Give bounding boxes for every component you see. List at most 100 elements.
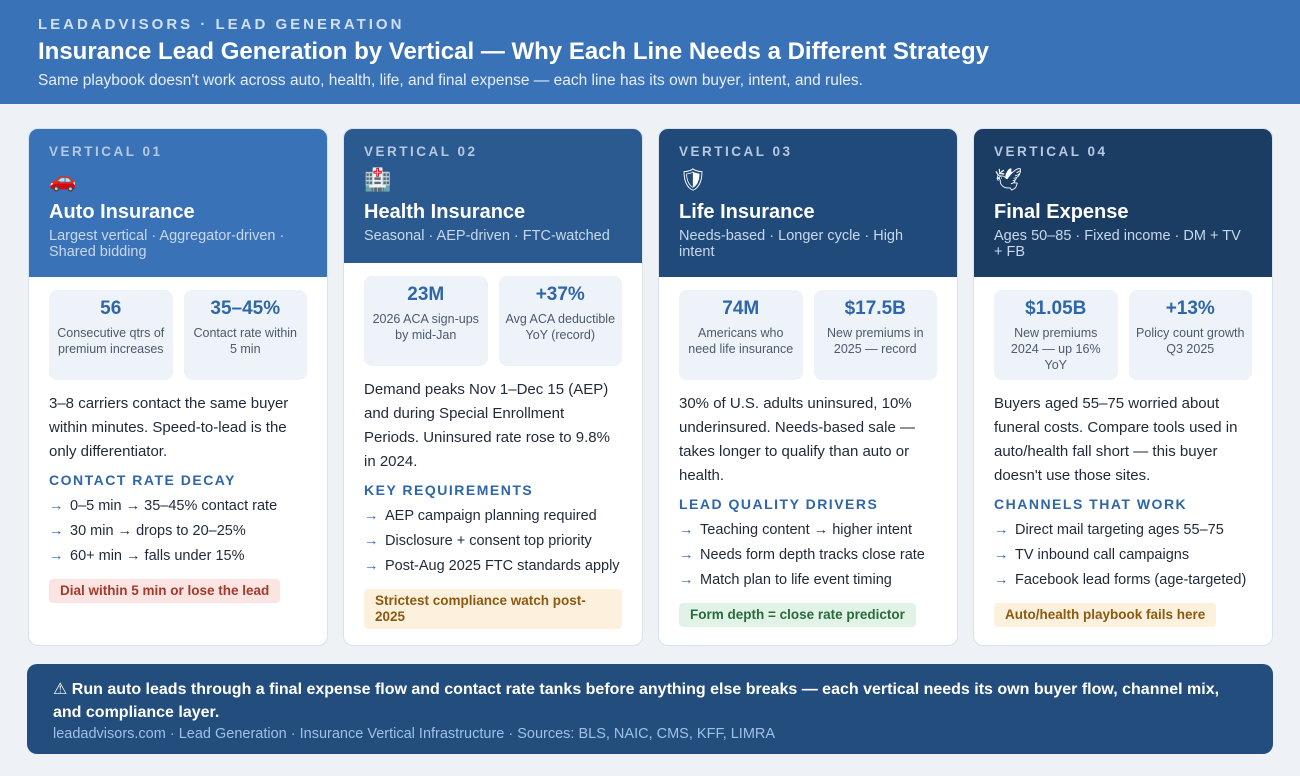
section-title: KEY REQUIREMENTS	[364, 482, 534, 498]
stat-box: 74M Americans who need life insurance	[679, 290, 803, 380]
stats-row: 23M 2026 ACA sign-ups by mid-Jan +37% Av…	[364, 276, 622, 366]
footer-message: ⚠ Run auto leads through a final expense…	[53, 681, 1220, 721]
stat-value: +37%	[535, 284, 585, 305]
list-item: → Teaching content → higher intent	[679, 518, 937, 543]
card-tagline: Seasonal · AEP-driven · FTC-watched	[364, 228, 610, 244]
stat-value: 56	[100, 298, 122, 319]
footer-sources: leadadvisors.com · Lead Generation · Ins…	[53, 726, 776, 742]
card-description: Buyers aged 55–75 worried about funeral …	[994, 395, 1238, 484]
card-body: 74M Americans who need life insurance $1…	[659, 277, 957, 627]
list-item: → 0–5 min → 35–45% contact rate	[49, 494, 307, 519]
stat-label: Contact rate within 5 min	[193, 326, 298, 356]
stat-label: Avg ACA deductible YoY (record)	[505, 312, 616, 342]
stat-box: 23M 2026 ACA sign-ups by mid-Jan	[364, 276, 488, 366]
list-item: → Match plan to life event timing	[679, 568, 937, 593]
list-item: → Direct mail targeting ages 55–75	[994, 518, 1252, 543]
arrow-icon: →	[49, 548, 64, 564]
dove-icon: 🕊	[994, 167, 1022, 192]
card-description: 30% of U.S. adults uninsured, 10% underi…	[679, 395, 915, 484]
stats-row: 56 Consecutive qtrs of premium increases…	[49, 290, 307, 380]
stats-row: $1.05B New premiums 2024 — up 16% YoY +1…	[994, 290, 1252, 380]
stat-box: +13% Policy count growth Q3 2025	[1128, 290, 1252, 380]
card-life-insurance: VERTICAL 03 🛡 Life Insurance Needs-based…	[658, 128, 958, 646]
section-title: CONTACT RATE DECAY	[49, 472, 236, 488]
bullet-list: → Direct mail targeting ages 55–75 → TV in…	[994, 518, 1252, 593]
card-header: VERTICAL 01 🚗 Auto Insurance Largest ver…	[29, 129, 327, 277]
bullet-list: → 0–5 min → 35–45% contact rate → 30 min →…	[49, 494, 307, 569]
stat-box: $17.5B New premiums in 2025 — record	[813, 290, 937, 380]
bullet-text: Disclosure + consent top priority	[385, 533, 592, 549]
section-title: CHANNELS THAT WORK	[994, 496, 1188, 512]
bullet-text: Match plan to life event timing	[700, 572, 892, 588]
card-title: Health Insurance	[364, 201, 526, 223]
stat-value: $17.5B	[844, 298, 906, 319]
list-item: → 30 min → drops to 20–25%	[49, 519, 307, 544]
bullet-text: 60+ min → falls under 15%	[70, 548, 245, 564]
vertical-label: VERTICAL 04	[994, 144, 1108, 159]
card-description: 3–8 carriers contact the same buyer with…	[49, 395, 289, 460]
stat-value: 35–45%	[210, 298, 281, 319]
page-subtitle: Same playbook doesn't work across auto, …	[38, 72, 863, 89]
arrow-icon: →	[49, 498, 64, 514]
arrow-icon: →	[679, 522, 694, 538]
callout-badge: Dial within 5 min or lose the lead	[49, 579, 281, 603]
car-icon: 🚗	[49, 167, 77, 192]
vertical-cards: VERTICAL 01 🚗 Auto Insurance Largest ver…	[28, 128, 1273, 646]
stat-box: +37% Avg ACA deductible YoY (record)	[498, 276, 622, 366]
bullet-text: Teaching content → higher intent	[700, 522, 912, 538]
footer-callout: ⚠ Run auto leads through a final expense…	[27, 664, 1273, 754]
stat-label: Americans who need life insurance	[688, 326, 794, 356]
card-header: VERTICAL 03 🛡 Life Insurance Needs-based…	[659, 129, 957, 277]
card-title: Life Insurance	[679, 201, 815, 223]
card-body: 56 Consecutive qtrs of premium increases…	[29, 277, 327, 603]
bullet-list: → AEP campaign planning required → Disclos…	[364, 504, 622, 579]
hospital-icon: 🏥	[364, 167, 392, 192]
shield-icon: 🛡	[679, 167, 707, 192]
vertical-label: VERTICAL 01	[49, 144, 163, 159]
section-title: LEAD QUALITY DRIVERS	[679, 496, 879, 512]
callout-badge: Strictest compliance watch post-2025	[364, 589, 622, 629]
list-item: → TV inbound call campaigns	[994, 543, 1252, 568]
bullet-text: 30 min → drops to 20–25%	[70, 523, 246, 539]
list-item: → Facebook lead forms (age-targeted)	[994, 568, 1252, 593]
page-header: LEADADVISORS · LEAD GENERATION Insurance…	[0, 0, 1300, 104]
card-tagline: Largest vertical · Aggregator-driven · S…	[49, 228, 285, 260]
card-tagline: Needs-based · Longer cycle · High intent	[679, 228, 904, 260]
arrow-icon: →	[994, 572, 1009, 588]
card-tagline: Ages 50–85 · Fixed income · DM + TV + FB	[994, 228, 1241, 260]
stat-box: 56 Consecutive qtrs of premium increases	[49, 290, 173, 380]
stat-label: 2026 ACA sign-ups by mid-Jan	[372, 312, 479, 342]
arrow-icon: →	[49, 523, 64, 539]
card-health-insurance: VERTICAL 02 🏥 Health Insurance Seasonal …	[343, 128, 643, 646]
bullet-text: Facebook lead forms (age-targeted)	[1015, 572, 1247, 588]
bullet-text: Needs form depth tracks close rate	[700, 547, 925, 563]
arrow-icon: →	[679, 547, 694, 563]
list-item: → Disclosure + consent top priority	[364, 529, 622, 554]
bullet-text: 0–5 min → 35–45% contact rate	[70, 498, 278, 514]
bullet-text: Direct mail targeting ages 55–75	[1015, 522, 1224, 538]
stat-box: $1.05B New premiums 2024 — up 16% YoY	[994, 290, 1118, 380]
stat-label: New premiums 2024 — up 16% YoY	[1010, 326, 1101, 372]
arrow-icon: →	[364, 558, 379, 574]
bullet-text: TV inbound call campaigns	[1015, 547, 1190, 563]
card-body: $1.05B New premiums 2024 — up 16% YoY +1…	[974, 277, 1272, 627]
bullet-text: Post-Aug 2025 FTC standards apply	[385, 558, 620, 574]
card-auto-insurance: VERTICAL 01 🚗 Auto Insurance Largest ver…	[28, 128, 328, 646]
callout-badge: Auto/health playbook fails here	[994, 603, 1217, 627]
stat-label: Policy count growth Q3 2025	[1136, 326, 1245, 356]
card-body: 23M 2026 ACA sign-ups by mid-Jan +37% Av…	[344, 263, 642, 629]
stats-row: 74M Americans who need life insurance $1…	[679, 290, 937, 380]
list-item: → 60+ min → falls under 15%	[49, 544, 307, 569]
bullet-text: AEP campaign planning required	[385, 508, 597, 524]
card-final-expense: VERTICAL 04 🕊 Final Expense Ages 50–85 ·…	[973, 128, 1273, 646]
arrow-icon: →	[994, 522, 1009, 538]
card-title: Final Expense	[994, 201, 1129, 223]
card-header: VERTICAL 04 🕊 Final Expense Ages 50–85 ·…	[974, 129, 1272, 277]
list-item: → Post-Aug 2025 FTC standards apply	[364, 554, 622, 579]
stat-label: Consecutive qtrs of premium increases	[57, 326, 165, 356]
card-header: VERTICAL 02 🏥 Health Insurance Seasonal …	[344, 129, 642, 263]
vertical-label: VERTICAL 03	[679, 144, 793, 159]
card-title: Auto Insurance	[49, 201, 195, 223]
bullet-list: → Teaching content → higher intent → Needs…	[679, 518, 937, 593]
card-description: Demand peaks Nov 1–Dec 15 (AEP) and duri…	[364, 381, 610, 470]
